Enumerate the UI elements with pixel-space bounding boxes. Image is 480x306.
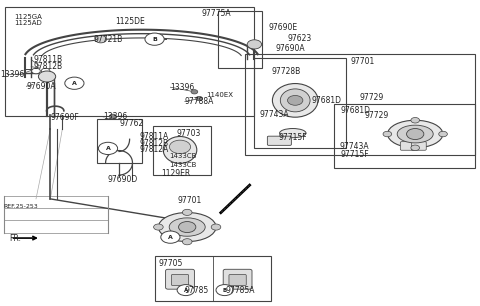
Text: 1433CB: 1433CB [169, 162, 196, 168]
Text: 97762: 97762 [119, 119, 144, 128]
Text: 1125GA: 1125GA [14, 14, 42, 20]
Text: 97728B: 97728B [271, 67, 300, 76]
Bar [334, 104, 475, 168]
Text: FR.: FR. [10, 233, 22, 243]
FancyBboxPatch shape [223, 269, 252, 289]
Text: 97690E: 97690E [269, 23, 298, 32]
Ellipse shape [280, 89, 310, 112]
Circle shape [411, 118, 420, 123]
Text: 97690D: 97690D [108, 174, 138, 184]
Text: 97788A: 97788A [185, 97, 214, 106]
Circle shape [38, 71, 56, 82]
Text: REF.25-253: REF.25-253 [4, 204, 38, 209]
Bar [254, 58, 346, 148]
Ellipse shape [169, 218, 205, 236]
Circle shape [179, 222, 196, 233]
Text: 97715F: 97715F [341, 150, 370, 159]
Text: 97785: 97785 [184, 285, 209, 295]
Circle shape [98, 142, 118, 155]
Circle shape [145, 33, 164, 45]
Bar [155, 256, 271, 301]
Text: 1125AD: 1125AD [14, 20, 42, 26]
Ellipse shape [163, 136, 197, 163]
Text: 97811A: 97811A [139, 132, 168, 141]
Text: 97743A: 97743A [340, 142, 370, 151]
FancyBboxPatch shape [267, 136, 291, 145]
Circle shape [161, 231, 180, 243]
Text: 97812A: 97812A [139, 145, 168, 155]
Text: 97729: 97729 [360, 93, 384, 103]
Text: 97785A: 97785A [226, 285, 255, 295]
Text: 97705: 97705 [158, 259, 183, 268]
FancyBboxPatch shape [229, 274, 246, 285]
Text: 1125DE: 1125DE [115, 17, 145, 26]
Circle shape [169, 140, 191, 154]
Circle shape [439, 131, 447, 137]
Ellipse shape [397, 125, 433, 143]
Text: 97681D: 97681D [311, 96, 341, 105]
Circle shape [407, 129, 424, 140]
Text: 97812B: 97812B [34, 62, 63, 71]
Text: 97690F: 97690F [50, 113, 79, 122]
Circle shape [182, 209, 192, 215]
Text: 97715F: 97715F [278, 132, 307, 142]
Ellipse shape [158, 212, 216, 242]
Text: 97743A: 97743A [259, 110, 289, 119]
Text: B: B [152, 37, 157, 42]
Text: 1433CB: 1433CB [169, 153, 196, 159]
Circle shape [95, 35, 107, 43]
Text: A: A [72, 81, 77, 86]
Text: 97729: 97729 [365, 110, 389, 120]
Circle shape [191, 90, 198, 94]
FancyBboxPatch shape [400, 142, 415, 150]
Bar [97, 119, 142, 163]
Bar [245, 54, 475, 155]
Circle shape [383, 131, 392, 137]
Bar [218, 11, 262, 68]
FancyBboxPatch shape [166, 269, 194, 289]
Text: 1140EX: 1140EX [206, 92, 233, 98]
Text: 13396: 13396 [103, 112, 128, 121]
Circle shape [41, 68, 50, 74]
Circle shape [32, 68, 40, 74]
FancyBboxPatch shape [171, 274, 189, 285]
Circle shape [247, 40, 262, 49]
Bar [5, 7, 254, 116]
Text: 97701: 97701 [350, 57, 375, 66]
Text: 97701: 97701 [178, 196, 202, 205]
Text: 97811B: 97811B [34, 55, 63, 64]
Text: 13396: 13396 [0, 69, 24, 79]
Circle shape [216, 285, 233, 296]
Circle shape [196, 96, 203, 101]
Text: A: A [184, 288, 188, 293]
Text: 97623: 97623 [288, 34, 312, 43]
Circle shape [109, 114, 116, 118]
FancyBboxPatch shape [411, 142, 426, 150]
Circle shape [288, 95, 303, 105]
Bar [153, 126, 211, 175]
Ellipse shape [279, 129, 306, 138]
Text: A: A [168, 235, 173, 240]
Text: 97690A: 97690A [26, 82, 56, 91]
Text: 1129ER: 1129ER [161, 169, 190, 178]
Text: 97690A: 97690A [276, 44, 306, 54]
Circle shape [177, 285, 194, 296]
Circle shape [211, 224, 221, 230]
Circle shape [182, 239, 192, 245]
Circle shape [65, 77, 84, 89]
Circle shape [411, 145, 420, 151]
Text: 97703: 97703 [176, 129, 201, 138]
Text: 97812B: 97812B [139, 139, 168, 148]
Text: A: A [106, 146, 110, 151]
Ellipse shape [387, 120, 443, 148]
Text: 97681D: 97681D [341, 106, 371, 115]
Text: B: B [223, 288, 227, 293]
Text: 97775A: 97775A [202, 9, 231, 18]
Text: 97721B: 97721B [94, 35, 123, 44]
Circle shape [154, 224, 163, 230]
Text: 13396: 13396 [170, 83, 195, 92]
Ellipse shape [272, 84, 318, 117]
